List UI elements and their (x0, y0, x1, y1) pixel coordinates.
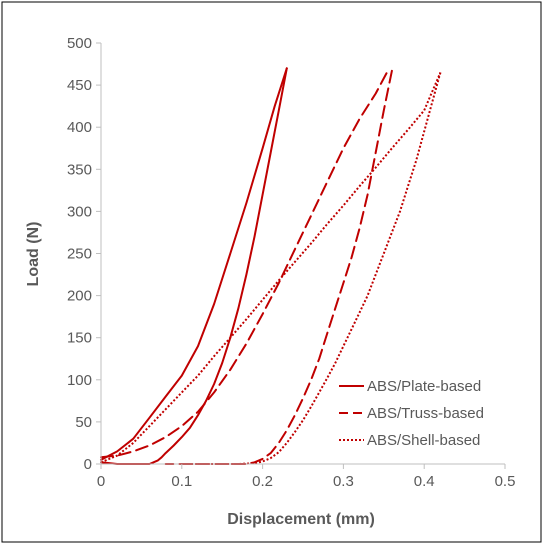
legend-label-1: ABS/Plate-based (367, 378, 481, 395)
y-tick-label: 100 (67, 372, 92, 389)
x-tick-label: 0.4 (414, 473, 435, 490)
y-axis-title: Load (N) (25, 222, 42, 287)
y-tick-label: 300 (67, 203, 92, 220)
legend: ABS/Plate-based ABS/Truss-based ABS/Shell-… (339, 378, 484, 449)
x-axis-title: Displacement (mm) (227, 511, 375, 528)
y-tick-label: 200 (67, 288, 92, 305)
x-tick-label: 0.2 (252, 473, 273, 490)
x-tick-label: 0.5 (495, 473, 516, 490)
y-tick-label: 500 (67, 35, 92, 52)
series-3-loading-line (100, 72, 442, 464)
y-tick-label: 150 (67, 330, 92, 347)
x-tick-label: 0.1 (171, 473, 192, 490)
y-tick-label: 0 (84, 456, 92, 473)
legend-label-2: ABS/Truss-based (367, 405, 484, 422)
y-tick-label: 400 (67, 119, 92, 136)
y-tick-label: 250 (67, 246, 92, 263)
y-tick-label: 350 (67, 161, 92, 178)
x-tick-label: 0 (97, 473, 105, 490)
legend-label-3: ABS/Shell-based (367, 432, 480, 449)
y-tick-label: 450 (67, 77, 92, 94)
axes: 0 50 100 150 200 250 300 350 400 450 500 0 0.1 0.2 0.3… (67, 35, 515, 490)
y-tick-label: 50 (75, 414, 92, 431)
series-1-loading-line (100, 67, 288, 461)
x-tick-label: 0.3 (333, 473, 354, 490)
